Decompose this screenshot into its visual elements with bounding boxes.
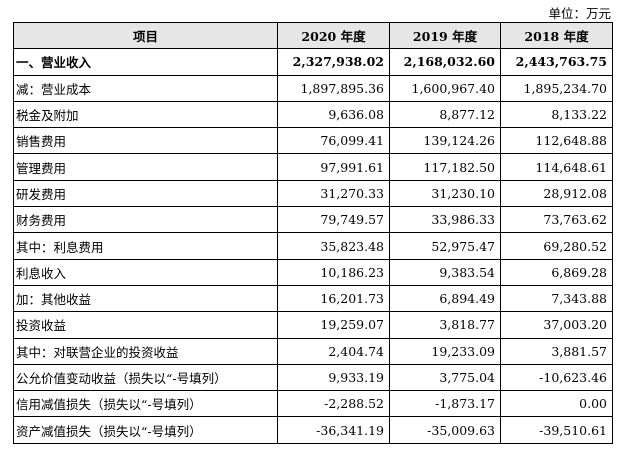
- table-row: 信用减值损失（损失以“-号填列） -2,288.52 -1,873.17 0.00: [13, 390, 613, 418]
- header-item: 项目: [13, 21, 278, 50]
- value-2020: 16,201.73: [277, 284, 390, 313]
- value-2020: 2,404.74: [277, 337, 390, 365]
- row-label: 公允价值变动收益（损失以“-号填列）: [13, 363, 278, 392]
- value-2018: -39,510.61: [500, 416, 613, 444]
- table-row: 研发费用 31,270.33 31,230.10 28,912.08: [13, 179, 613, 208]
- value-2019: 8,877.12: [389, 100, 501, 129]
- table-row: 销售费用 76,099.41 139,124.26 112,648.88: [13, 127, 613, 155]
- value-2019: 3,818.77: [389, 311, 501, 339]
- value-2020: 31,270.33: [277, 179, 390, 208]
- value-2020: 19,259.07: [277, 311, 390, 339]
- value-2020: 76,099.41: [277, 127, 390, 155]
- value-2020: 1,897,895.36: [277, 74, 390, 102]
- value-2019: 31,230.10: [389, 179, 501, 208]
- value-2018: 69,280.52: [500, 232, 613, 260]
- value-2018: 2,443,763.75: [500, 48, 613, 76]
- header-2020: 2020 年度: [277, 21, 390, 50]
- value-2018: 7,343.88: [500, 284, 613, 313]
- table-row: 其中：利息费用 35,823.48 52,975.47 69,280.52: [13, 232, 613, 260]
- value-2018: 28,912.08: [500, 179, 613, 208]
- unit-label: 单位：万元: [548, 6, 611, 21]
- header-2019: 2019 年度: [389, 21, 501, 50]
- table-row: 资产减值损失（损失以“-号填列） -36,341.19 -35,009.63 -39,…: [13, 416, 613, 444]
- value-2019: 3,775.04: [389, 363, 501, 392]
- value-2019: 19,233.09: [389, 337, 501, 365]
- value-2020: 9,636.08: [277, 100, 390, 129]
- value-2020: 35,823.48: [277, 232, 390, 260]
- income-statement-table: 项目 2020 年度 2019 年度 2018 年度 一、营业收入 2,327,9…: [13, 21, 613, 444]
- header-2018: 2018 年度: [500, 21, 613, 50]
- table-row: 加：其他收益 16,201.73 6,894.49 7,343.88: [13, 284, 613, 313]
- table-row: 财务费用 79,749.57 33,986.33 73,763.62: [13, 206, 613, 234]
- value-2019: 33,986.33: [389, 206, 501, 234]
- value-2018: 8,133.22: [500, 100, 613, 129]
- row-label: 信用减值损失（损失以“-号填列）: [13, 390, 278, 418]
- value-2020: 97,991.61: [277, 153, 390, 181]
- value-2019: -35,009.63: [389, 416, 501, 444]
- value-2020: 9,933.19: [277, 363, 390, 392]
- table-row: 公允价值变动收益（损失以“-号填列） 9,933.19 3,775.04 -10,62…: [13, 363, 613, 392]
- table-row: 其中：对联营企业的投资收益 2,404.74 19,233.09 3,881.57: [13, 337, 613, 365]
- row-label: 加：其他收益: [13, 284, 278, 313]
- table-row: 减：营业成本 1,897,895.36 1,600,967.40 1,895,234.…: [13, 74, 613, 102]
- table-row: 一、营业收入 2,327,938.02 2,168,032.60 2,443,763.…: [13, 48, 613, 76]
- value-2020: 79,749.57: [277, 206, 390, 234]
- row-label: 税金及附加: [13, 100, 278, 129]
- value-2018: 37,003.20: [500, 311, 613, 339]
- header-row: 项目 2020 年度 2019 年度 2018 年度: [13, 21, 613, 50]
- value-2020: 2,327,938.02: [277, 48, 390, 76]
- value-2019: 2,168,032.60: [389, 48, 501, 76]
- table-row: 投资收益 19,259.07 3,818.77 37,003.20: [13, 311, 613, 339]
- value-2019: 1,600,967.40: [389, 74, 501, 102]
- value-2018: 3,881.57: [500, 337, 613, 365]
- row-label: 一、营业收入: [13, 48, 278, 76]
- row-label: 利息收入: [13, 258, 278, 286]
- value-2018: 112,648.88: [500, 127, 613, 155]
- value-2020: -36,341.19: [277, 416, 390, 444]
- row-label: 其中：对联营企业的投资收益: [13, 337, 278, 365]
- table-row: 税金及附加 9,636.08 8,877.12 8,133.22: [13, 100, 613, 129]
- value-2019: 139,124.26: [389, 127, 501, 155]
- value-2018: 73,763.62: [500, 206, 613, 234]
- value-2018: 1,895,234.70: [500, 74, 613, 102]
- value-2018: 6,869.28: [500, 258, 613, 286]
- value-2019: -1,873.17: [389, 390, 501, 418]
- value-2019: 9,383.54: [389, 258, 501, 286]
- row-label: 财务费用: [13, 206, 278, 234]
- value-2018: -10,623.46: [500, 363, 613, 392]
- value-2020: 10,186.23: [277, 258, 390, 286]
- value-2019: 52,975.47: [389, 232, 501, 260]
- value-2019: 117,182.50: [389, 153, 501, 181]
- row-label: 销售费用: [13, 127, 278, 155]
- row-label: 减：营业成本: [13, 74, 278, 102]
- row-label: 投资收益: [13, 311, 278, 339]
- row-label: 其中：利息费用: [13, 232, 278, 260]
- table-row: 利息收入 10,186.23 9,383.54 6,869.28: [13, 258, 613, 286]
- row-label: 资产减值损失（损失以“-号填列）: [13, 416, 278, 444]
- row-label: 研发费用: [13, 179, 278, 208]
- value-2018: 0.00: [500, 390, 613, 418]
- row-label: 管理费用: [13, 153, 278, 181]
- value-2018: 114,648.61: [500, 153, 613, 181]
- table-row: 管理费用 97,991.61 117,182.50 114,648.61: [13, 153, 613, 181]
- value-2020: -2,288.52: [277, 390, 390, 418]
- value-2019: 6,894.49: [389, 284, 501, 313]
